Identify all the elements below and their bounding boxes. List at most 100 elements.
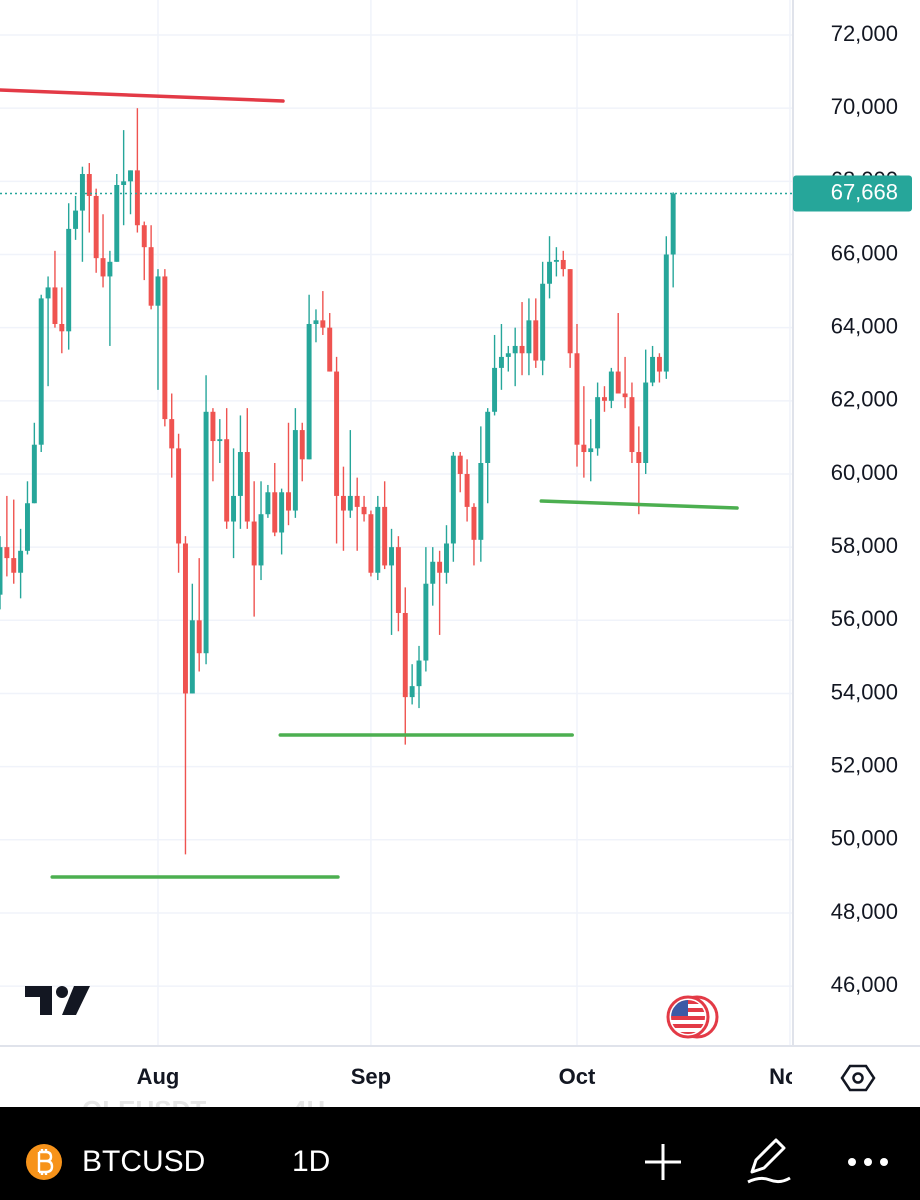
y-tick-label: 46,000 [831,972,898,997]
candle-body [567,269,573,354]
candle-body [663,254,669,372]
candle-body [526,320,532,354]
candle-body [45,287,51,299]
candle-body [134,170,140,226]
candle-body [31,444,37,504]
candle-body [492,367,498,412]
last-price-badge [793,175,912,212]
candle-body [38,298,44,445]
candle-body [656,356,662,372]
candle-body [485,411,491,464]
candle-body [25,503,30,551]
candle-body [553,259,559,262]
candle-body [327,327,333,372]
x-tick-label: Nov [769,1064,811,1089]
plus-icon[interactable] [645,1144,681,1180]
candle-body [231,495,237,522]
more-icon[interactable] [848,1158,888,1166]
candle-body [141,225,147,248]
candle-body [512,345,518,354]
candle-body [169,419,175,449]
candle-body [286,492,291,511]
draw-icon[interactable] [747,1138,791,1184]
candle-body [409,686,415,698]
candle-body [533,320,539,361]
y-tick-label: 54,000 [831,679,898,704]
candle-body [368,514,374,573]
candle-body [402,612,408,698]
grid [0,0,792,1045]
settings-icon[interactable] [840,1064,876,1092]
time-axis: Aug Sep Oct Nov [137,1064,811,1089]
candle-body [251,521,257,566]
candle-body [217,439,223,442]
y-tick-label: 64,000 [831,313,898,338]
candle-body [292,430,298,511]
y-tick-label: 58,000 [831,533,898,558]
candle-body [196,620,202,654]
candle-body [148,247,154,306]
y-tick-label: 72,000 [831,21,898,46]
candle-body [643,382,649,464]
candle-body [224,439,230,522]
candle-body [189,620,195,694]
candle-body [93,195,99,259]
candle-body [519,345,525,354]
candle-body [615,371,621,394]
candle-body [430,561,436,584]
candle-body [52,287,58,324]
candle-body [210,411,216,442]
candle-body [279,492,285,533]
x-tick-label: Aug [137,1064,180,1089]
candle-body [574,353,580,445]
candle-body [59,323,65,332]
candle-body [86,174,92,196]
candle-body [354,495,360,507]
trend-line [0,88,285,103]
candle-body [505,353,511,357]
candle-body [299,430,305,460]
candle-body [313,320,319,324]
candle-body [547,261,552,284]
candle-body [464,473,470,507]
plot-area [0,88,792,879]
y-tick-label: 60,000 [831,460,898,485]
symbol[interactable]: BTCUSD [82,1145,205,1178]
candle-body [265,492,271,515]
interval[interactable]: 1D [292,1145,330,1178]
bitcoin-icon [26,1144,62,1180]
y-tick-label: 50,000 [831,826,898,851]
candle-body [114,184,120,262]
candle-body [320,320,326,328]
candle-body [395,547,401,613]
candle-body [588,448,594,453]
candle-body [389,547,395,566]
candle-body [471,506,477,540]
candle-body [100,258,106,277]
candle-body [79,174,85,211]
candle-body [608,371,614,401]
y-tick-label: 48,000 [831,899,898,924]
price-axis: 46,000 48,000 50,000 52,000 54,000 56,000 58,0… [831,21,898,997]
last-price-label: 67,668 [831,179,898,204]
candle-body [423,583,429,661]
candle-body [73,210,79,229]
x-tick-label: Oct [559,1064,596,1089]
candle-body [670,193,676,255]
candle-body [121,181,127,185]
candle-body [4,547,10,559]
candle-body [18,550,24,573]
candle-body [437,561,443,573]
y-tick-label: 70,000 [831,94,898,119]
candle-body [203,411,209,654]
x-tick-label: Sep [351,1064,391,1089]
candle-body [361,506,367,515]
candle-body [375,506,381,573]
candle-body [155,276,161,306]
candle-body [244,452,250,522]
candle-body [602,397,607,401]
candle-body [11,558,17,573]
candle-body [347,495,353,511]
